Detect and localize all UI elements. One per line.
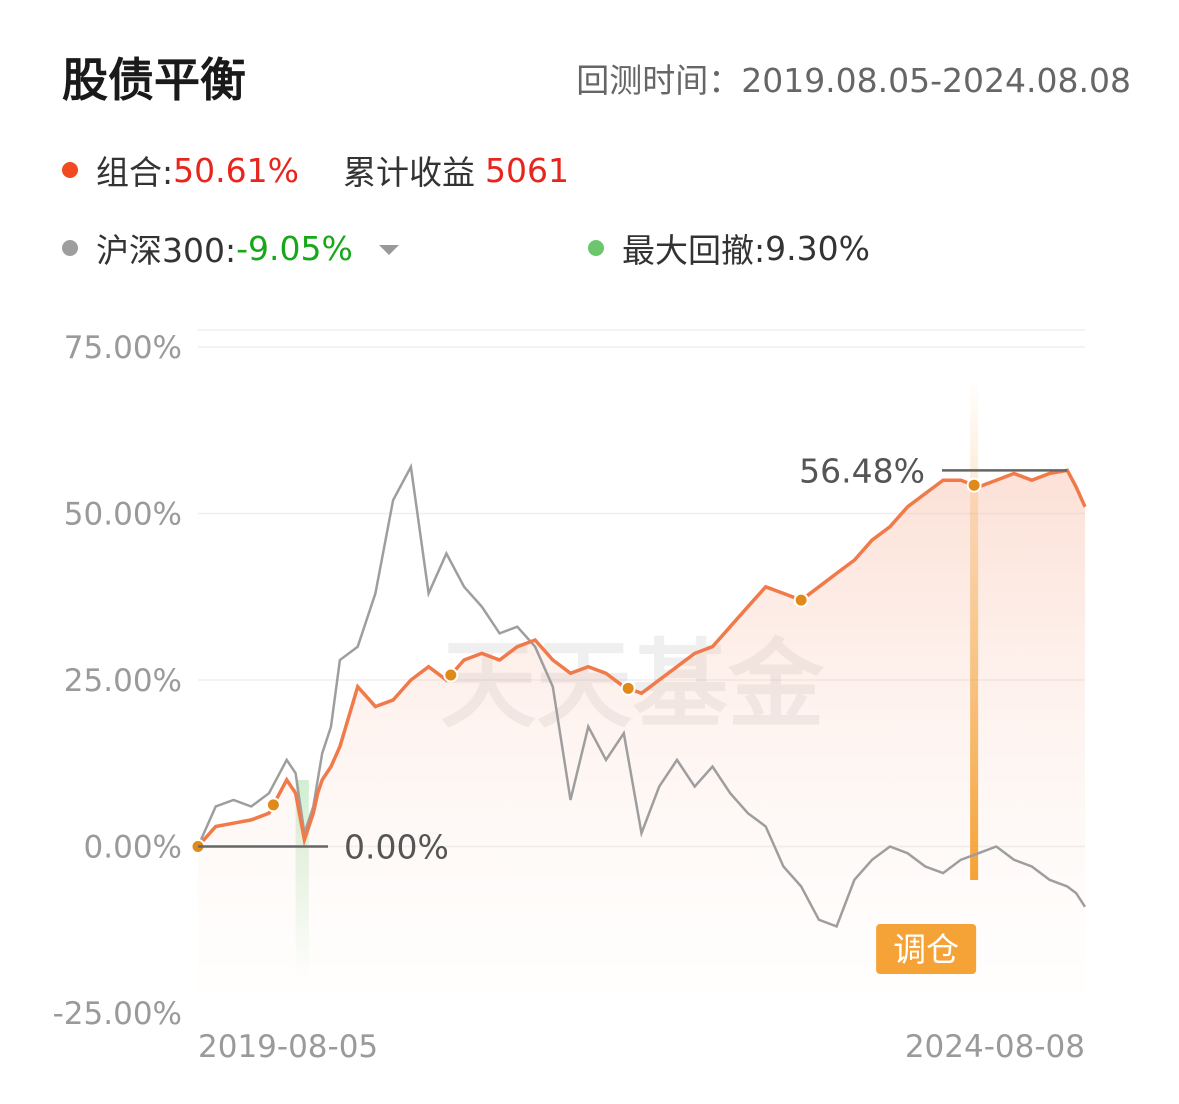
rebalance-points (190, 477, 982, 854)
portfolio-series-line (196, 468, 1087, 848)
x-tick-label-start: 2019-08-05 (198, 1029, 378, 1065)
legend-benchmark-row[interactable]: 沪深300: -9.05% (62, 224, 399, 272)
page-title: 股债平衡 (62, 53, 246, 107)
rebalance-line (970, 380, 979, 880)
backtest-period-value: 2019.08.05-2024.08.08 (741, 61, 1131, 100)
y-tick-label: 0.00% (84, 830, 182, 866)
y-tick-label: 25.00% (64, 663, 182, 699)
drawdown-value: 9.30% (765, 228, 870, 268)
y-tick-label: 75.00% (64, 330, 182, 366)
chevron-down-icon[interactable] (378, 245, 399, 255)
portfolio-value: 50.61% (173, 150, 299, 190)
performance-chart[interactable]: 75.00%50.00%25.00%0.00%-25.00% 天天基金 调仓 0… (0, 300, 1179, 1080)
legend-drawdown-row: 最大回撤: 9.30% (588, 224, 870, 272)
portfolio-area (198, 470, 1085, 994)
benchmark-label: 沪深300: (96, 231, 237, 270)
backtest-period-label: 回测时间： (576, 61, 742, 100)
benchmark-legend-dot (62, 240, 78, 256)
x-tick-label-end: 2024-08-08 (905, 1029, 1085, 1065)
y-axis-ticks: 75.00% 50.00% 25.00% 0.00% -25.00% (53, 330, 182, 1032)
x-axis-ticks: 2019-08-05 2024-08-08 (198, 1029, 1085, 1065)
drawdown-legend-dot (588, 240, 604, 256)
y-tick-label: -25.00% (53, 996, 182, 1032)
rebalance-point (966, 477, 982, 493)
rebalance-point (793, 592, 809, 608)
rebalance-point (620, 680, 636, 696)
legend-portfolio-row: 组合: 50.61% 累计收益 5061 (62, 146, 569, 194)
portfolio-label: 组合: (96, 153, 174, 192)
benchmark-series-line (196, 462, 1087, 929)
max-value-label: 56.48% (799, 451, 925, 490)
rebalance-marker[interactable]: 调仓 (876, 380, 979, 974)
rebalance-badge[interactable] (876, 924, 977, 974)
rebalance-point (265, 797, 281, 813)
benchmark-value: -9.05% (236, 228, 353, 268)
y-tick-label: 50.00% (64, 497, 182, 533)
rebalance-badge-label: 调仓 (893, 930, 959, 969)
cumulative-value: 5061 (484, 150, 569, 190)
drawdown-label: 最大回撤: (622, 231, 766, 270)
rebalance-point (443, 667, 459, 683)
portfolio-legend-dot (62, 162, 78, 178)
cumulative-label: 累计收益 (342, 153, 475, 192)
backtest-period: 回测时间：2019.08.05-2024.08.08 (576, 54, 1131, 102)
start-value-label: 0.00% (344, 828, 449, 867)
value-annotations: 0.00% 56.48% (198, 451, 1068, 867)
